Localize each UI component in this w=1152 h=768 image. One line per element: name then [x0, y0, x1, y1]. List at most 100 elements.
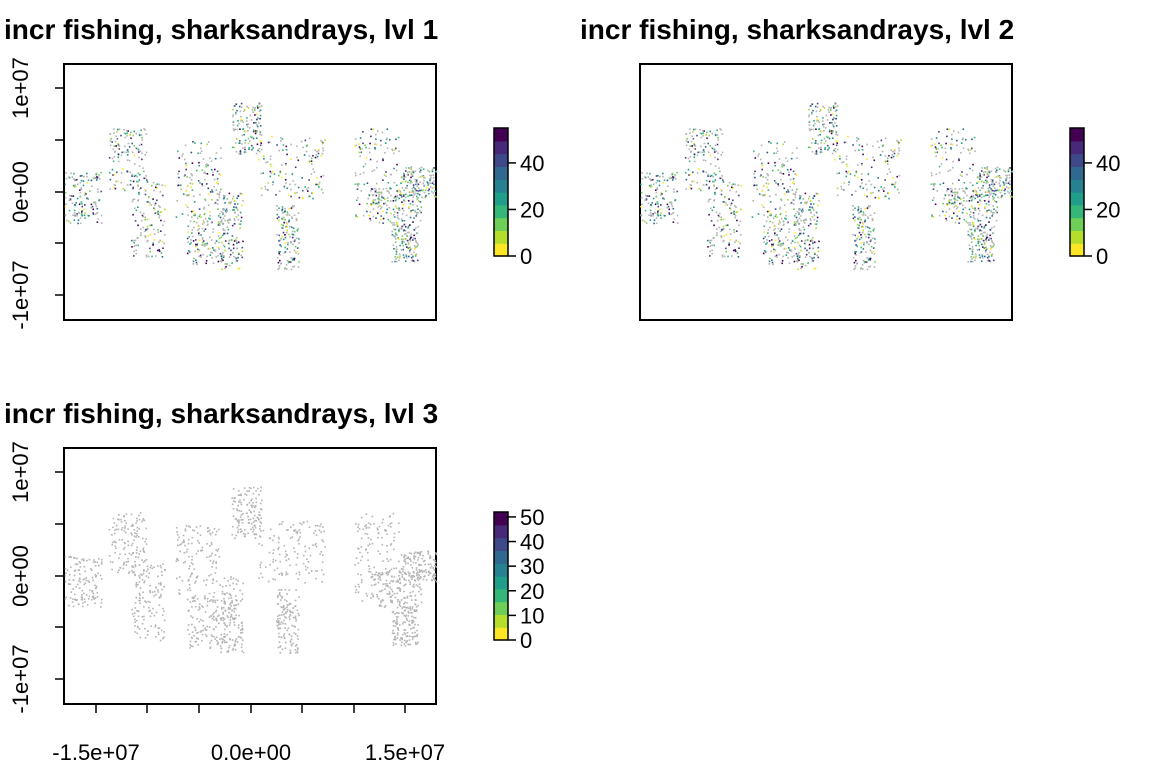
map-cell — [289, 618, 291, 620]
map-cell — [796, 221, 798, 223]
map-cell — [405, 187, 407, 189]
map-cell — [143, 615, 145, 618]
map-cell — [714, 133, 717, 136]
map-cell — [378, 221, 381, 224]
map-cell — [235, 237, 238, 239]
map-cell — [289, 602, 291, 605]
map-cell — [985, 191, 988, 193]
map-cell — [432, 559, 435, 561]
map-cell — [192, 263, 195, 265]
map-cell — [978, 248, 981, 251]
map-cell — [232, 618, 235, 621]
map-cell — [235, 604, 238, 606]
map-cell — [253, 533, 255, 536]
map-cell — [393, 167, 395, 170]
map-cell — [199, 603, 201, 605]
map-cell — [155, 184, 158, 186]
map-cell — [673, 176, 676, 178]
map-cell — [946, 135, 948, 138]
map-cell — [702, 134, 704, 137]
map-cell — [794, 196, 797, 199]
map-cell — [195, 526, 198, 528]
map-cell — [160, 593, 162, 596]
map-cell — [995, 181, 997, 183]
map-cell — [691, 180, 693, 183]
map-cell — [278, 623, 280, 626]
map-cell — [135, 252, 138, 255]
map-cell — [753, 150, 755, 153]
map-cell — [154, 212, 157, 215]
map-cell — [320, 154, 323, 157]
map-cell — [254, 114, 256, 116]
map-cell — [232, 577, 235, 580]
map-cell — [401, 207, 404, 210]
map-cell — [812, 128, 814, 131]
map-cell — [322, 573, 325, 576]
map-cell — [114, 551, 116, 554]
map-cell — [155, 186, 157, 189]
map-cell — [731, 184, 734, 186]
map-cell — [367, 544, 370, 547]
map-cell — [896, 139, 898, 142]
map-cell — [979, 200, 982, 203]
map-cell — [993, 259, 995, 262]
map-cell — [673, 218, 675, 220]
map-cell — [203, 208, 205, 210]
map-cell — [391, 601, 393, 604]
map-cell — [861, 145, 864, 148]
map-cell — [135, 583, 138, 586]
map-cell — [777, 183, 779, 185]
map-cell — [295, 219, 298, 222]
map-cell — [411, 606, 414, 608]
map-cell — [279, 617, 281, 620]
map-cell — [359, 147, 361, 150]
map-cell — [354, 591, 357, 594]
map-cell — [823, 137, 826, 140]
map-cell — [380, 215, 383, 217]
map-cell — [951, 191, 954, 194]
map-cell — [358, 203, 361, 206]
map-cell — [985, 224, 987, 226]
map-cell — [190, 242, 192, 244]
map-cell — [950, 148, 953, 150]
map-cell — [140, 232, 142, 234]
map-cell — [700, 133, 703, 135]
map-cell — [358, 585, 361, 588]
map-cell — [716, 232, 718, 234]
map-cell — [284, 616, 286, 618]
map-cell — [360, 537, 363, 540]
map-cell — [113, 186, 115, 189]
map-cell — [733, 210, 735, 213]
map-cell — [293, 214, 296, 216]
map-cell — [407, 243, 410, 246]
map-cell — [396, 224, 399, 226]
map-cell — [936, 151, 939, 154]
map-cell — [297, 539, 299, 542]
map-cell — [740, 185, 742, 187]
map-cell — [370, 203, 372, 205]
map-cell — [770, 250, 772, 253]
map-cell — [288, 219, 291, 222]
map-cell — [930, 138, 933, 140]
map-cell — [290, 651, 292, 654]
map-cell — [759, 158, 762, 161]
map-cell — [873, 212, 876, 214]
map-cell — [201, 549, 204, 552]
map-cell — [211, 191, 214, 193]
map-cell — [833, 149, 835, 152]
map-cell — [322, 174, 325, 177]
map-cell — [199, 607, 201, 610]
map-cell — [410, 253, 413, 256]
map-cell — [312, 192, 314, 194]
map-cell — [400, 227, 403, 229]
map-cell — [777, 238, 780, 241]
map-cell — [979, 177, 981, 179]
map-cell — [133, 239, 135, 242]
map-cell — [157, 565, 159, 567]
map-cell — [295, 618, 297, 620]
legend-color-step — [1070, 128, 1084, 142]
map-cell — [399, 571, 401, 574]
map-cell — [853, 268, 855, 271]
map-cell — [131, 246, 133, 248]
map-cell — [952, 160, 954, 163]
